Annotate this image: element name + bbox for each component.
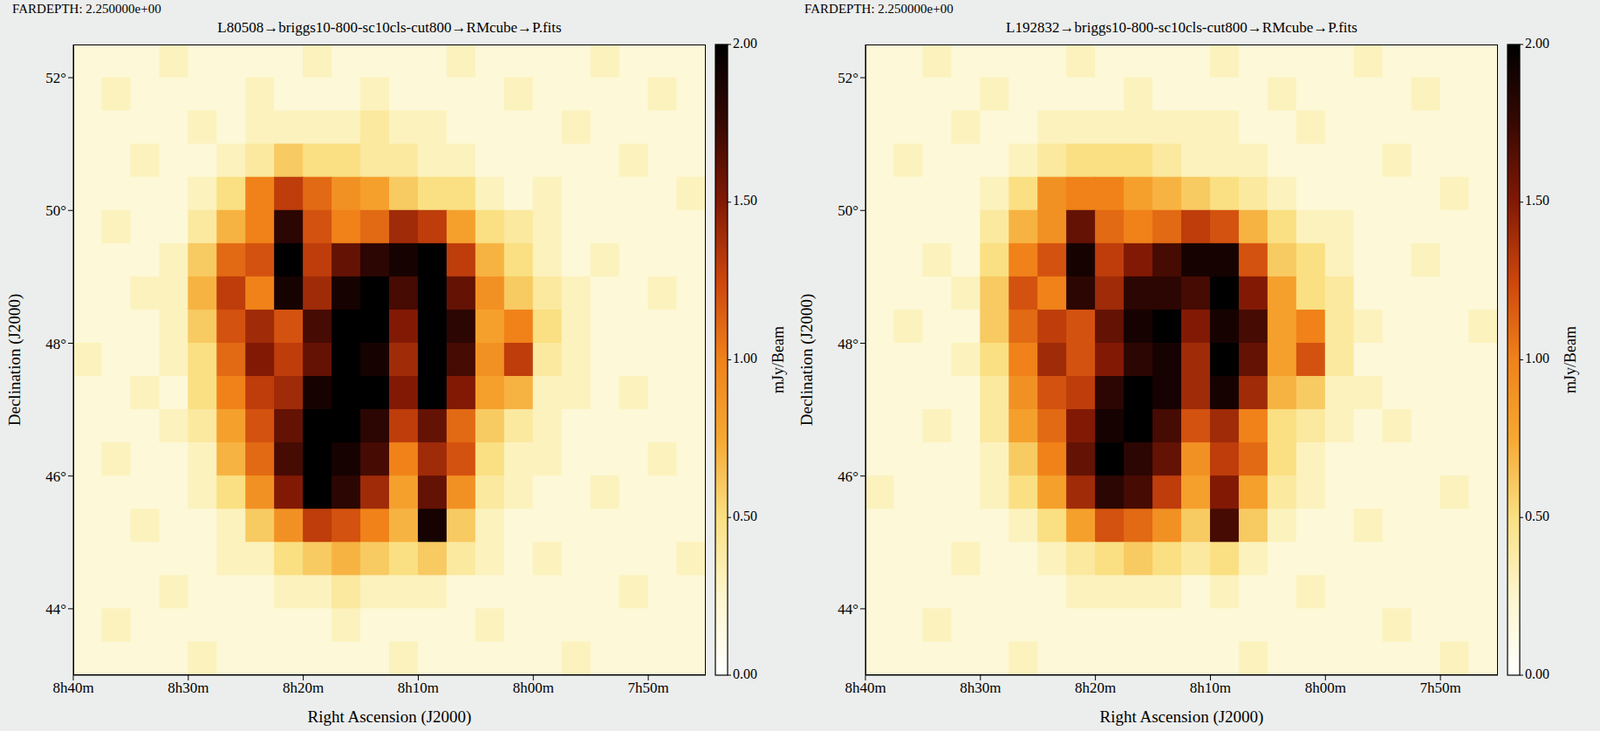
svg-text:46°: 46° xyxy=(837,468,859,486)
svg-text:0.50: 0.50 xyxy=(732,508,758,524)
svg-text:0.00: 0.00 xyxy=(732,666,758,682)
svg-text:0.00: 0.00 xyxy=(1524,666,1550,682)
svg-text:52°: 52° xyxy=(837,69,859,87)
svg-text:48°: 48° xyxy=(837,335,859,353)
svg-text:Right Ascension (J2000): Right Ascension (J2000) xyxy=(1100,707,1265,727)
svg-text:44°: 44° xyxy=(45,601,67,618)
svg-text:8h40m: 8h40m xyxy=(844,679,886,697)
html-text:L192832→briggs10-800-sc10cls-c: L192832→briggs10-800-sc10cls-cut800→RMcu… xyxy=(1005,19,1358,36)
svg-text:8h00m: 8h00m xyxy=(512,679,554,697)
svg-text:2.00: 2.00 xyxy=(732,35,758,51)
svg-text:mJy/Beam: mJy/Beam xyxy=(1561,326,1580,394)
svg-text:8h30m: 8h30m xyxy=(167,679,209,697)
svg-text:1.50: 1.50 xyxy=(732,192,758,208)
svg-text:7h50m: 7h50m xyxy=(627,679,669,697)
svg-text:7h50m: 7h50m xyxy=(1419,679,1461,697)
svg-text:8h10m: 8h10m xyxy=(1189,679,1231,697)
html-text:L80508→briggs10-800-sc10cls-cu: L80508→briggs10-800-sc10cls-cut800→RMcub… xyxy=(217,19,562,36)
svg-text:Right Ascension (J2000): Right Ascension (J2000) xyxy=(307,707,472,727)
svg-text:8h20m: 8h20m xyxy=(282,679,324,697)
svg-text:1.00: 1.00 xyxy=(732,350,758,366)
svg-text:8h10m: 8h10m xyxy=(397,679,439,697)
svg-text:1.50: 1.50 xyxy=(1524,192,1550,208)
svg-text:Declination (J2000): Declination (J2000) xyxy=(797,294,817,426)
svg-text:mJy/Beam: mJy/Beam xyxy=(769,326,787,394)
html-text:FARDEPTH: 2.250000e+00: FARDEPTH: 2.250000e+00 xyxy=(12,1,162,16)
svg-text:50°: 50° xyxy=(837,202,859,219)
html-text:FARDEPTH: 2.250000e+00: FARDEPTH: 2.250000e+00 xyxy=(804,1,954,16)
svg-text:8h00m: 8h00m xyxy=(1305,679,1347,697)
svg-text:2.00: 2.00 xyxy=(1524,35,1550,51)
svg-text:8h30m: 8h30m xyxy=(959,679,1001,697)
svg-text:8h20m: 8h20m xyxy=(1074,679,1116,697)
svg-text:50°: 50° xyxy=(45,202,67,219)
svg-text:0.50: 0.50 xyxy=(1524,508,1550,524)
svg-text:1.00: 1.00 xyxy=(1524,350,1550,366)
svg-text:46°: 46° xyxy=(45,468,67,486)
svg-text:44°: 44° xyxy=(837,601,859,618)
svg-text:48°: 48° xyxy=(45,335,67,353)
svg-text:Declination (J2000): Declination (J2000) xyxy=(5,294,25,426)
svg-text:52°: 52° xyxy=(45,69,67,87)
svg-text:8h40m: 8h40m xyxy=(52,679,94,697)
